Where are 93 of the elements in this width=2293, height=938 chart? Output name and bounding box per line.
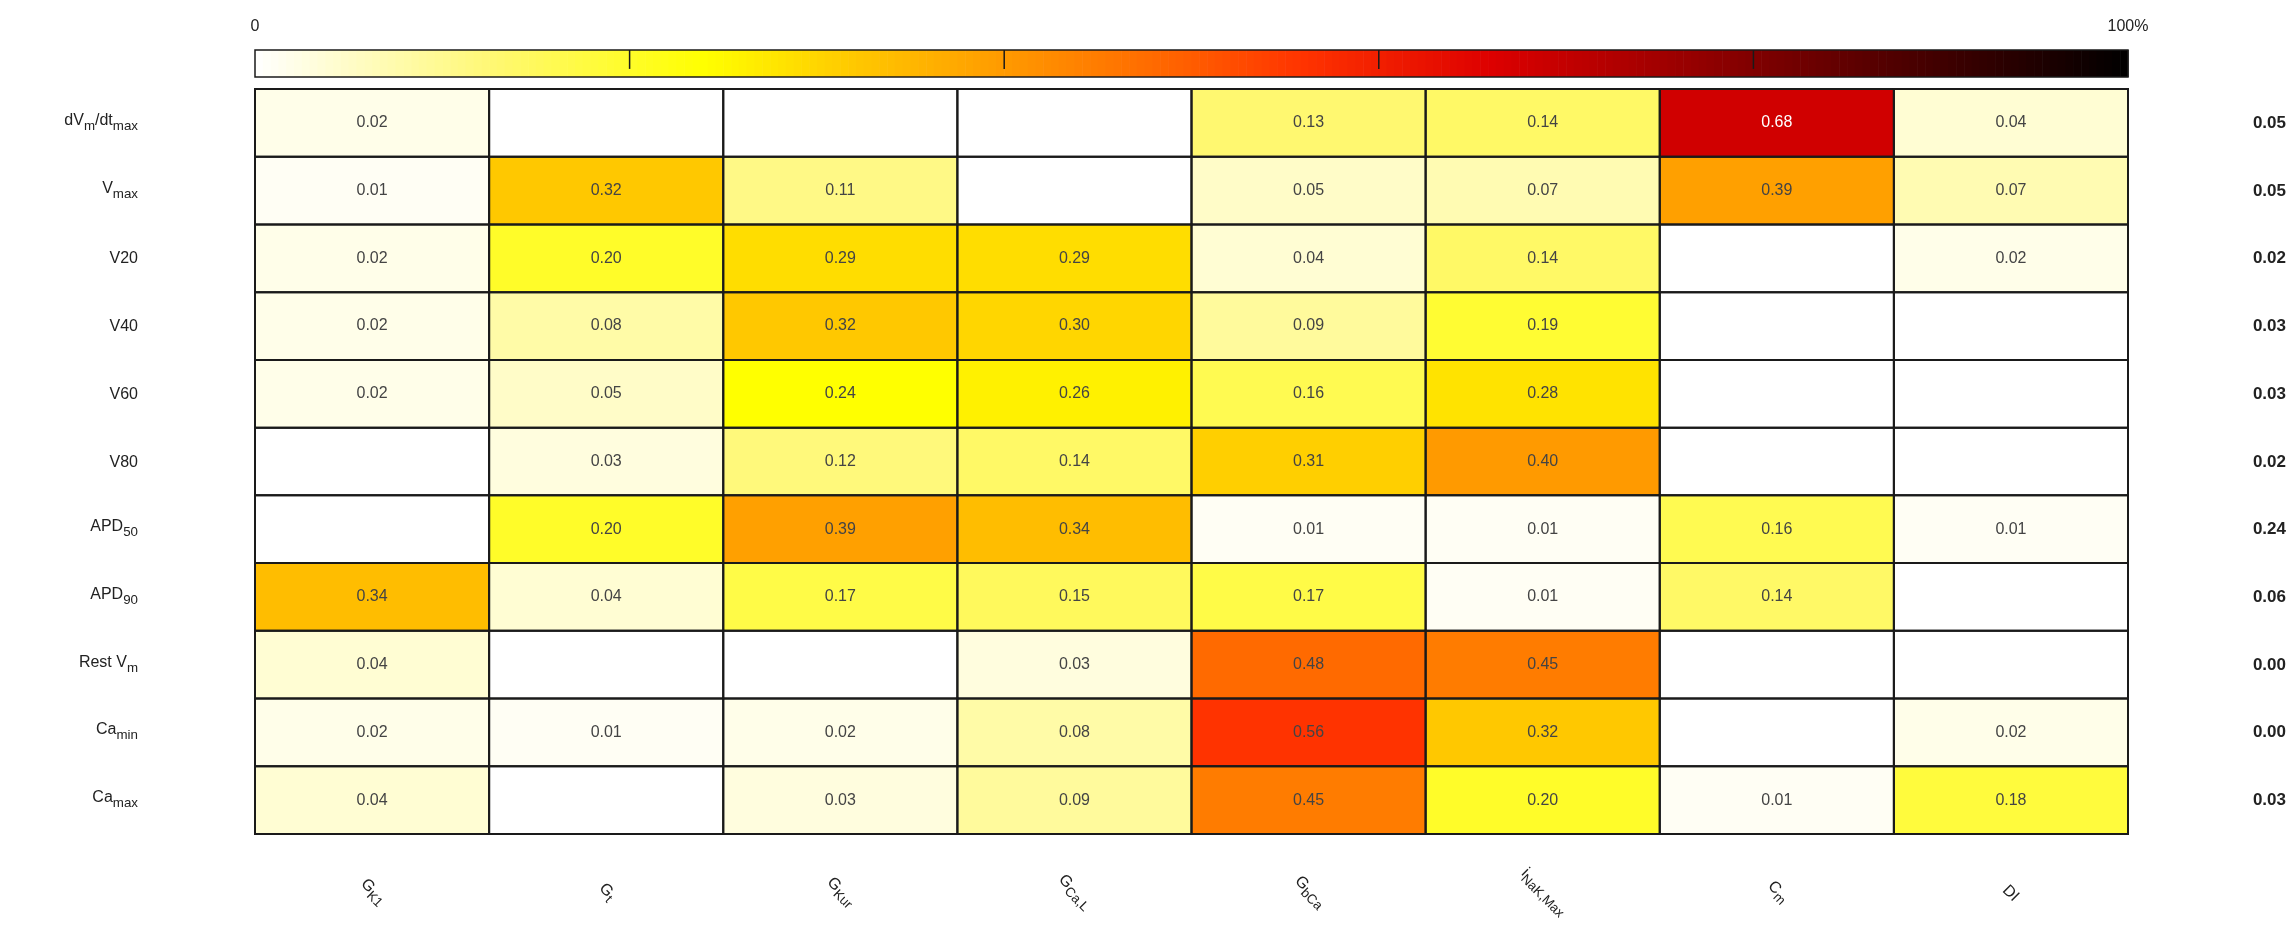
data-label: 0.39 [824,519,856,537]
data-label: 0.45 [1527,655,1559,673]
data-label: 0.14 [1527,248,1559,266]
data-label: 0.24 [824,384,856,402]
data-label: 0.02 [1995,722,2027,740]
y-tick-label: Rest V$_{m}$ [77,652,138,677]
y2-tick-label: 0.02 [2251,248,2286,269]
data-label: 0.20 [1527,790,1559,808]
data-label: 0.32 [1527,722,1559,740]
y2-tick-label: 0.00 [2251,654,2286,675]
data-label: 0.02 [356,316,388,334]
data-label: 0.17 [824,587,856,605]
data-label: 0.03 [1058,655,1091,673]
y2-tick-label: 0.03 [2251,790,2286,811]
data-label: 0.08 [590,316,622,334]
y-tick-label: dV$_{m}$/dt$_{max}$ [63,110,138,135]
data-label: 0.45 [1292,790,1325,808]
data-label: 0.09 [1058,790,1091,808]
data-label: 0.40 [1527,451,1559,469]
data-label: 0.01 [1761,790,1793,808]
y-tick-label: V60 [108,383,138,404]
y2-tick-label: 0.06 [2251,586,2286,607]
y-tick-label: V40 [108,316,138,337]
y-tick-label: Ca$_{min}$ [95,719,138,744]
data-label: 0.48 [1292,655,1325,673]
data-label: 0.17 [1292,587,1325,605]
y-tick-label: V80 [108,451,138,472]
y-tick-label: APD$_{50}$ [89,516,138,541]
y-tick-label: APD$_{90}$ [89,584,138,609]
data-label: 0.14 [1527,113,1559,131]
data-label: 0.04 [1995,113,2027,131]
data-label: 0.29 [1058,248,1091,266]
data-label: 0.04 [356,655,388,673]
data-label: 0.56 [1292,722,1325,740]
y-tick-label: Ca$_{max}$ [91,787,138,812]
data-label: 0.34 [356,587,388,605]
data-label: 0.39 [1761,181,1793,198]
color-bar-label: 100% [2107,17,2149,35]
data-label: 0.09 [1292,316,1325,334]
data-label: 0.20 [590,519,622,537]
data-label: 0.14 [1058,451,1091,469]
data-label: 0.01 [356,181,388,198]
y2-tick-label: 0.24 [2251,519,2286,540]
data-label: 0.18 [1995,790,2027,808]
data-label: 0.32 [824,316,856,334]
y-tick-label: V$_{max}$ [101,178,138,203]
data-label: 0.07 [1527,181,1559,198]
data-label: 0.04 [1292,248,1325,266]
y2-tick-label: 0.03 [2251,316,2286,337]
data-label: 0.14 [1761,587,1793,605]
data-label: 0.29 [824,248,856,266]
data-label: 0.19 [1527,316,1559,334]
data-label: 0.16 [1292,384,1325,402]
y2-tick-label: 0.03 [2251,383,2286,404]
data-label: 0.28 [1527,384,1559,402]
data-label: 0.12 [824,451,856,469]
data-label: 0.01 [1995,519,2027,537]
data-label: 0.34 [1058,519,1091,537]
data-label: 0.26 [1058,384,1091,402]
data-label: 0.32 [590,181,622,198]
data-label: 0.05 [1292,181,1325,198]
data-label: 0.08 [1058,722,1091,740]
y2-tick-label: 0.00 [2251,722,2286,743]
data-label: 0.68 [1761,113,1793,131]
data-label: 0.05 [590,384,622,402]
x-tick-label: DI [1998,880,2024,906]
data-label: 0.02 [824,722,856,740]
y-tick-label: V20 [108,248,138,269]
data-label: 0.15 [1058,587,1091,605]
data-label: 0.16 [1761,519,1793,537]
data-label: 0.20 [590,248,622,266]
data-label: 0.02 [356,384,388,402]
data-label: 0.04 [356,790,388,808]
data-label: 0.30 [1058,316,1091,334]
data-label: 0.01 [1527,519,1559,537]
data-label: 0.02 [1995,248,2027,266]
color-bar-label: 0 [250,17,260,35]
data-label: 0.13 [1292,113,1325,131]
data-label: 0.11 [825,181,856,198]
data-label: 0.02 [356,113,388,131]
y2-tick-label: 0.02 [2251,451,2286,472]
data-label: 0.01 [1527,587,1559,605]
data-label: 0.02 [356,248,388,266]
y2-tick-label: 0.05 [2251,180,2286,201]
data-label: 0.03 [824,790,856,808]
data-label: 0.02 [356,722,388,740]
data-label: 0.03 [590,451,622,469]
data-label: 0.01 [1292,519,1325,537]
data-label: 0.07 [1995,181,2027,198]
y2-tick-label: 0.05 [2251,112,2286,133]
data-label: 0.04 [590,587,622,605]
data-label: 0.01 [590,722,622,740]
data-label: 0.31 [1292,451,1325,469]
